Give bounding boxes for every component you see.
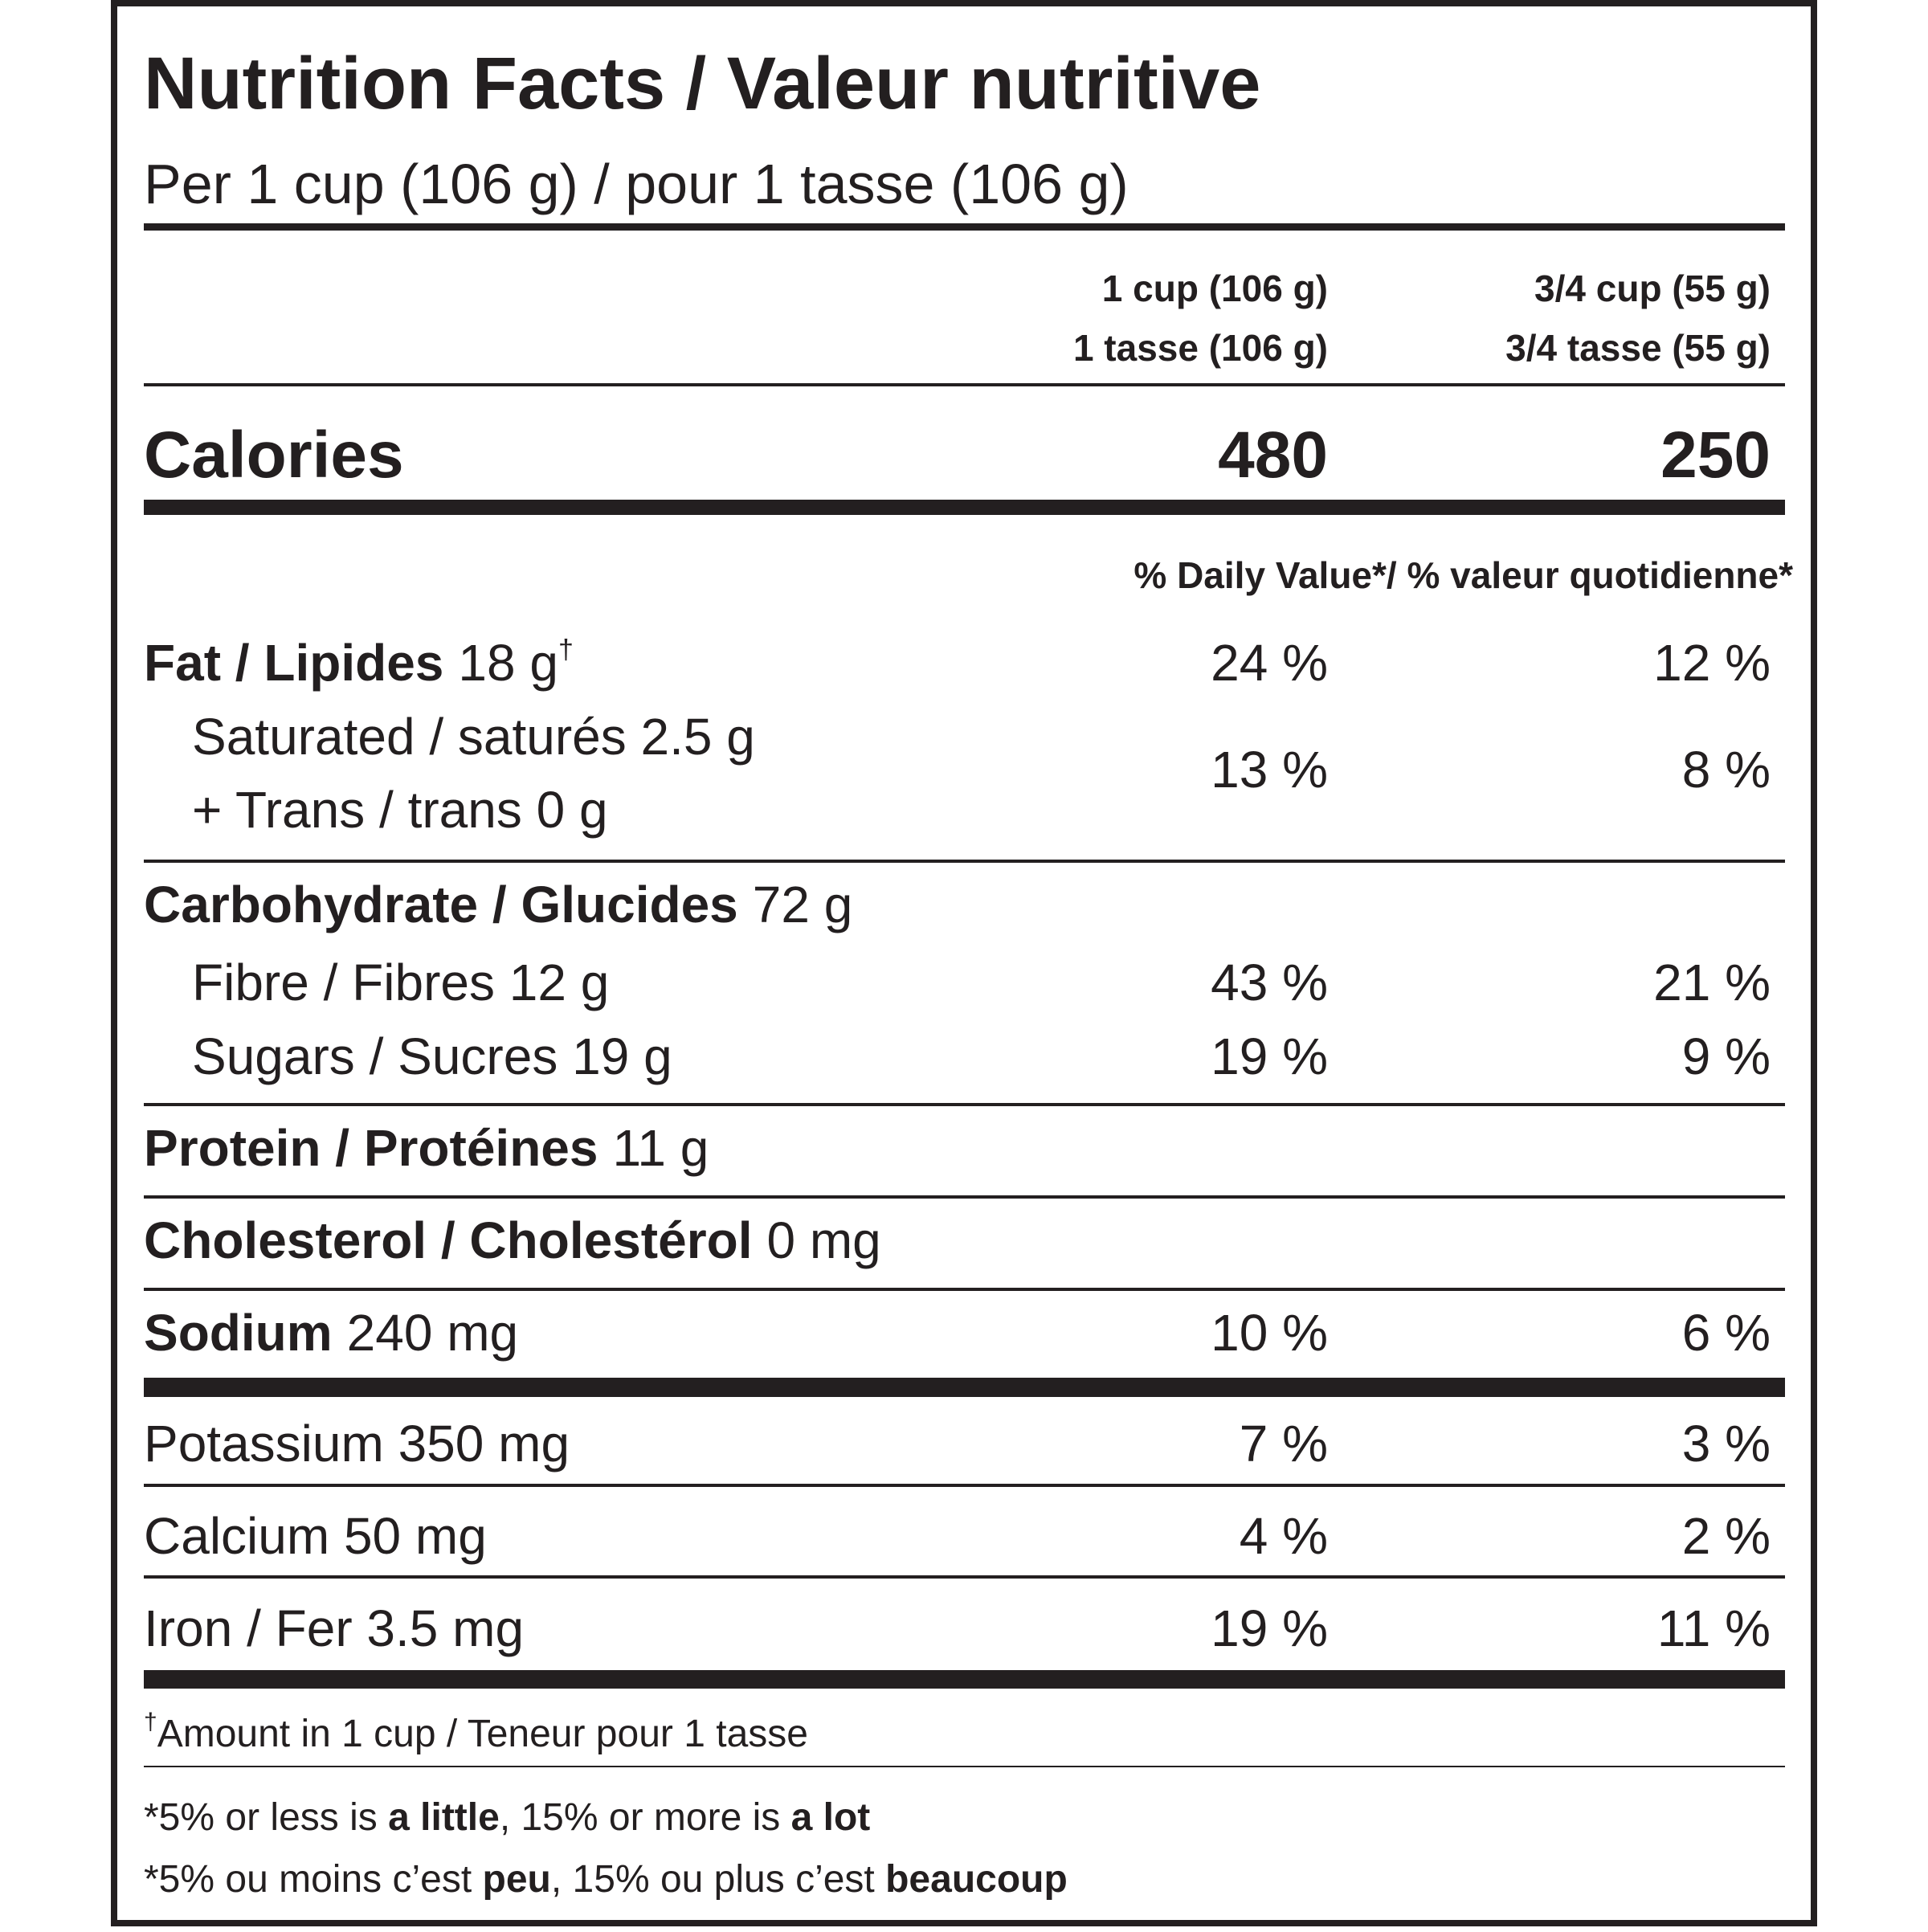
daily-value: 6 % <box>1682 1304 1771 1362</box>
rule <box>144 1484 1785 1487</box>
nutrient-amount: 11 g <box>612 1119 709 1177</box>
nutrient-row: Protein / Protéines 11 g <box>144 1119 709 1177</box>
nutrient-amount: 0 mg <box>766 1211 880 1269</box>
nutrient-name: Protein / Protéines <box>144 1119 598 1177</box>
footnote: †Amount in 1 cup / Teneur pour 1 tasse <box>144 1709 808 1755</box>
rule <box>144 1195 1785 1199</box>
note-text: , 15% or more is <box>500 1796 791 1839</box>
rule <box>144 223 1785 231</box>
rule <box>144 1288 1785 1291</box>
nutrient-amount: 18 g <box>458 634 558 692</box>
nutrient-amount: 72 g <box>753 876 853 933</box>
nutrient-row: Calcium 50 mg <box>144 1507 487 1565</box>
nutrient-row: Sugars / Sucres 19 g <box>192 1027 672 1085</box>
title: Nutrition Facts / Valeur nutritive <box>144 43 1260 125</box>
calories-label: Calories <box>144 419 404 492</box>
serving-size: Per 1 cup (106 g) / pour 1 tasse (106 g) <box>144 153 1129 215</box>
note-text: , 15% ou plus c’est <box>551 1858 885 1901</box>
nutrient-name: Fat / Lipides <box>144 634 443 692</box>
note-emphasis: a little <box>388 1796 500 1839</box>
nutrient-amount: Iron / Fer 3.5 mg <box>144 1599 524 1657</box>
nutrient-amount: Calcium 50 mg <box>144 1507 487 1565</box>
rule <box>144 1575 1785 1579</box>
column-header: 1 tasse (106 g) <box>1073 327 1328 369</box>
daily-value: 9 % <box>1682 1027 1771 1085</box>
nutrient-row: Iron / Fer 3.5 mg <box>144 1599 524 1657</box>
rule <box>144 860 1785 863</box>
daily-value-note: *5% ou moins c’est peu, 15% ou plus c’es… <box>144 1858 1068 1901</box>
daily-value: 13 % <box>1211 741 1328 799</box>
footnote-mark: † <box>558 635 574 665</box>
daily-value: 12 % <box>1653 634 1771 692</box>
daily-value: 19 % <box>1211 1027 1328 1085</box>
daily-value: 24 % <box>1211 634 1328 692</box>
daily-value: 21 % <box>1653 954 1771 1011</box>
rule-thick <box>144 1378 1785 1397</box>
note-text: *5% ou moins c’est <box>144 1858 483 1901</box>
label-border <box>111 0 1817 1926</box>
nutrient-row: Fibre / Fibres 12 g <box>192 954 609 1011</box>
daily-value: 4 % <box>1240 1507 1328 1565</box>
rule <box>144 383 1785 386</box>
daily-value: 7 % <box>1240 1415 1328 1472</box>
note-emphasis: a lot <box>791 1796 871 1839</box>
rule-thick <box>144 1670 1785 1689</box>
rule <box>144 1766 1785 1767</box>
daily-value: 3 % <box>1682 1415 1771 1472</box>
note-text: *5% or less is <box>144 1796 388 1839</box>
note-emphasis: peu <box>483 1858 551 1901</box>
rule-thick <box>144 500 1785 515</box>
column-header: 1 cup (106 g) <box>1102 268 1328 309</box>
daily-value: 10 % <box>1211 1304 1328 1362</box>
nutrient-amount: Potassium 350 mg <box>144 1415 570 1472</box>
column-header: 3/4 cup (55 g) <box>1534 268 1771 309</box>
daily-value: 2 % <box>1682 1507 1771 1565</box>
nutrient-row: Cholesterol / Cholestérol 0 mg <box>144 1211 881 1269</box>
footnote-text: Amount in 1 cup / Teneur pour 1 tasse <box>157 1713 808 1755</box>
nutrient-amount: Sugars / Sucres 19 g <box>192 1027 672 1085</box>
nutrient-name: Carbohydrate / Glucides <box>144 876 738 933</box>
daily-value-header: % Daily Value*/ % valeur quotidienne* <box>1134 554 1793 596</box>
nutrient-name: Cholesterol / Cholestérol <box>144 1211 752 1269</box>
note-emphasis: beaucoup <box>885 1858 1068 1901</box>
nutrient-row: Fat / Lipides 18 g† <box>144 634 574 692</box>
nutrient-name: Sodium <box>144 1304 333 1362</box>
nutrient-row: Sodium 240 mg <box>144 1304 518 1362</box>
calories-value: 250 <box>1660 419 1771 492</box>
daily-value: 11 % <box>1657 1599 1771 1657</box>
nutrient-amount: Fibre / Fibres 12 g <box>192 954 609 1011</box>
daily-value: 43 % <box>1211 954 1328 1011</box>
calories-value: 480 <box>1218 419 1328 492</box>
nutrient-amount: 240 mg <box>347 1304 518 1362</box>
nutrient-line: Saturated / saturés 2.5 g <box>192 708 755 766</box>
rule <box>144 1103 1785 1106</box>
daily-value: 19 % <box>1211 1599 1328 1657</box>
daily-value: 8 % <box>1682 741 1771 799</box>
daily-value-note: *5% or less is a little, 15% or more is … <box>144 1796 870 1839</box>
nutrient-line: + Trans / trans 0 g <box>192 781 608 839</box>
nutrient-row: Potassium 350 mg <box>144 1415 570 1472</box>
nutrient-row: Carbohydrate / Glucides 72 g <box>144 876 852 933</box>
footnote-mark: † <box>144 1709 157 1735</box>
column-header: 3/4 tasse (55 g) <box>1505 327 1771 369</box>
